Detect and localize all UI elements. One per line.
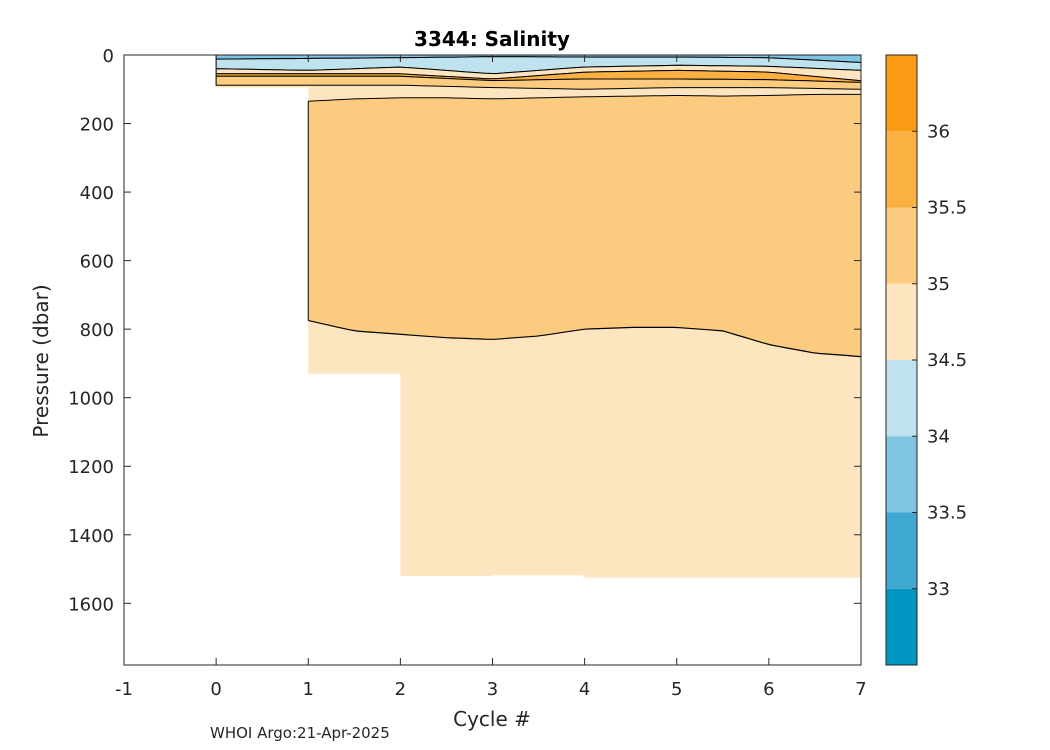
- colorbar-segment: [886, 131, 917, 208]
- x-tick-label: 4: [579, 679, 590, 700]
- y-tick-label: 1200: [68, 457, 114, 478]
- plot-area: [123, 54, 862, 666]
- y-tick-label: 0: [103, 46, 114, 67]
- colorbar: 33 33.5 34 34.5 35 35.5 36: [885, 54, 967, 666]
- x-tick-label: 2: [395, 679, 406, 700]
- x-tick-label: 3: [487, 679, 498, 700]
- colorbar-tick-label: 35: [927, 274, 950, 295]
- isohaline-35-contour: [308, 320, 862, 358]
- y-tick-label: 1400: [68, 526, 114, 547]
- x-tick-label: -1: [115, 679, 133, 700]
- colorbar-segment: [886, 436, 917, 513]
- colorbar-segment: [886, 207, 917, 284]
- region-35-to-35-5: [308, 94, 861, 357]
- chart-title: 3344: Salinity: [414, 27, 570, 51]
- y-tick-label: 600: [80, 252, 114, 273]
- footer-credit: WHOI Argo:21-Apr-2025: [210, 724, 390, 742]
- colorbar-tick-label: 34: [927, 426, 950, 447]
- colorbar-segment: [886, 283, 917, 360]
- x-tick-label: 0: [210, 679, 221, 700]
- colorbar-tick-label: 33.5: [927, 503, 967, 524]
- x-axis: -1 0 1 2 3 4 5 6 7: [115, 55, 867, 700]
- y-axis: 0 200 400 600 800 1000 1200 1400 1600: [68, 46, 861, 615]
- colorbar-segment: [886, 55, 917, 132]
- colorbar-tick-label: 34.5: [927, 350, 967, 371]
- x-tick-label: 7: [855, 679, 866, 700]
- x-axis-label: Cycle #: [453, 707, 531, 731]
- colorbar-tick-label: 36: [927, 121, 950, 142]
- y-tick-label: 200: [80, 115, 114, 136]
- colorbar-tick-label: 33: [927, 579, 950, 600]
- y-tick-label: 1600: [68, 594, 114, 615]
- y-axis-label: Pressure (dbar): [29, 284, 53, 437]
- isohaline-35-5-contour: [308, 93, 861, 102]
- y-tick-label: 400: [80, 183, 114, 204]
- y-tick-label: 800: [80, 320, 114, 341]
- colorbar-segment: [886, 588, 917, 665]
- colorbar-segment: [886, 512, 917, 589]
- x-tick-label: 1: [303, 679, 314, 700]
- colorbar-tick-label: 35.5: [927, 198, 967, 219]
- x-tick-label: 6: [763, 679, 774, 700]
- colorbar-segment: [886, 360, 917, 437]
- x-tick-label: 5: [671, 679, 682, 700]
- y-tick-label: 1000: [68, 389, 114, 410]
